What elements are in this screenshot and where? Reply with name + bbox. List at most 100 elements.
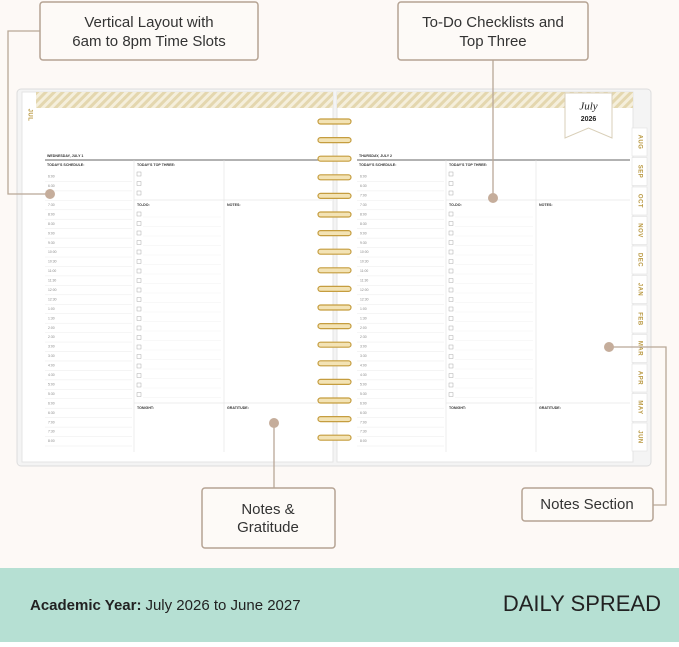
- checkbox: [136, 221, 142, 226]
- time-slot: 1:00: [360, 307, 367, 311]
- callout-text: Notes &: [241, 501, 294, 518]
- tab-label: NOV: [636, 223, 642, 238]
- time-slot: 4:00: [48, 364, 55, 368]
- section-label: GRATITUDE:: [539, 406, 561, 410]
- checkbox: [448, 230, 454, 236]
- planner-content: JUL AUG SEP OCT NOV DEC JAN FEB MAR APR MAY JUN WEDN…: [26, 109, 648, 452]
- time-slot: 12:00: [48, 288, 57, 292]
- checkbox: [448, 354, 454, 359]
- time-slot: 3:30: [48, 354, 55, 358]
- checkbox: [136, 181, 142, 186]
- checkbox: [136, 171, 142, 177]
- spiral-ring: [317, 174, 352, 181]
- time-slot: 8:30: [360, 222, 367, 226]
- time-slot: 6:30: [48, 411, 55, 415]
- checkbox: [448, 190, 454, 196]
- time-slot: 8:00: [48, 212, 55, 216]
- checkbox: [448, 344, 454, 350]
- month-tab: [631, 216, 648, 245]
- month-tab: [631, 186, 648, 216]
- checkbox: [448, 221, 454, 226]
- footer-text: Academic Year: July 2026 to June 2027: [30, 597, 301, 614]
- checkbox: [136, 287, 142, 293]
- time-slot: 7:00: [360, 194, 367, 198]
- checkbox: [448, 278, 454, 283]
- time-slot: 10:30: [360, 260, 369, 264]
- checkbox: [136, 278, 142, 283]
- checkbox: [136, 211, 142, 217]
- date-heading: WEDNESDAY, JULY 1: [47, 154, 83, 158]
- section-label: GRATITUDE:: [227, 406, 249, 410]
- time-slot: 12:30: [48, 297, 57, 301]
- checkbox: [448, 373, 454, 378]
- time-slot: 6:30: [48, 184, 55, 188]
- checkbox: [136, 373, 142, 378]
- left-page: [21, 91, 334, 463]
- checkbox: [136, 363, 142, 369]
- spiral-ring: [317, 341, 352, 348]
- right-page: [336, 91, 634, 463]
- spiral-ring: [317, 230, 352, 237]
- checkbox: [136, 335, 142, 340]
- time-slot: 7:30: [48, 430, 55, 434]
- spiral-ring: [317, 360, 352, 367]
- spiral-ring: [317, 192, 352, 199]
- time-slot: 6:00: [360, 175, 367, 179]
- time-slot: 7:30: [48, 203, 55, 207]
- checkbox: [448, 325, 454, 331]
- checkbox: [448, 181, 454, 186]
- time-slot: 6:00: [48, 175, 55, 179]
- badge-year: 2026: [581, 116, 597, 123]
- stripe-band: [337, 92, 633, 108]
- time-slot: 2:00: [360, 326, 367, 330]
- checkbox: [136, 259, 142, 264]
- month-tab: [631, 275, 648, 304]
- month-tab: [631, 245, 648, 275]
- spiral-ring: [317, 248, 352, 255]
- tab-label: MAR: [636, 341, 642, 356]
- section-label: TODAY'S TOP THREE:: [449, 163, 487, 167]
- checkbox: [448, 268, 454, 274]
- time-slot: 1:30: [360, 316, 367, 320]
- time-slot: 9:30: [48, 241, 55, 245]
- tab-label: DEC: [636, 253, 642, 267]
- dots: [45, 189, 614, 428]
- checkbox: [136, 354, 142, 359]
- checkbox: [136, 297, 142, 302]
- callout-text: Top Three: [459, 33, 526, 50]
- checkbox: [448, 240, 454, 245]
- checkbox: [136, 240, 142, 245]
- tab-label: FEB: [636, 312, 642, 326]
- callout-box: [201, 487, 336, 549]
- callout-text: 6am to 8pm Time Slots: [72, 33, 225, 50]
- callout-box: [39, 1, 259, 61]
- month-tab: [631, 393, 648, 422]
- dot: [488, 193, 498, 203]
- time-slot: 8:00: [360, 212, 367, 216]
- checkbox: [136, 268, 142, 274]
- time-slot: 1:30: [48, 316, 55, 320]
- callout-text: Gratitude: [237, 519, 299, 536]
- time-slot: 6:00: [360, 401, 367, 405]
- time-slot: 5:00: [360, 382, 367, 386]
- time-slot: 2:30: [48, 335, 55, 339]
- checkbox: [448, 259, 454, 264]
- month-tab: [631, 304, 648, 334]
- time-slot: 5:30: [48, 392, 55, 396]
- time-slot: 3:00: [360, 345, 367, 349]
- spiral-ring: [317, 211, 352, 218]
- time-slot: 8:00: [48, 439, 55, 443]
- section-label: TODAY'S SCHEDULE:: [359, 163, 396, 167]
- tab-label: JUN: [636, 430, 642, 444]
- checkbox: [136, 249, 142, 255]
- spiral-ring: [317, 267, 352, 274]
- time-slot: 10:30: [48, 260, 57, 264]
- spiral-ring: [317, 155, 352, 162]
- section-label: TONIGHT:: [449, 406, 466, 410]
- time-slot: 6:00: [48, 401, 55, 405]
- time-slot: 3:30: [360, 354, 367, 358]
- dot: [45, 189, 55, 199]
- time-slot: 9:00: [360, 231, 367, 235]
- time-slot: 7:30: [360, 203, 367, 207]
- checkbox: [448, 392, 454, 397]
